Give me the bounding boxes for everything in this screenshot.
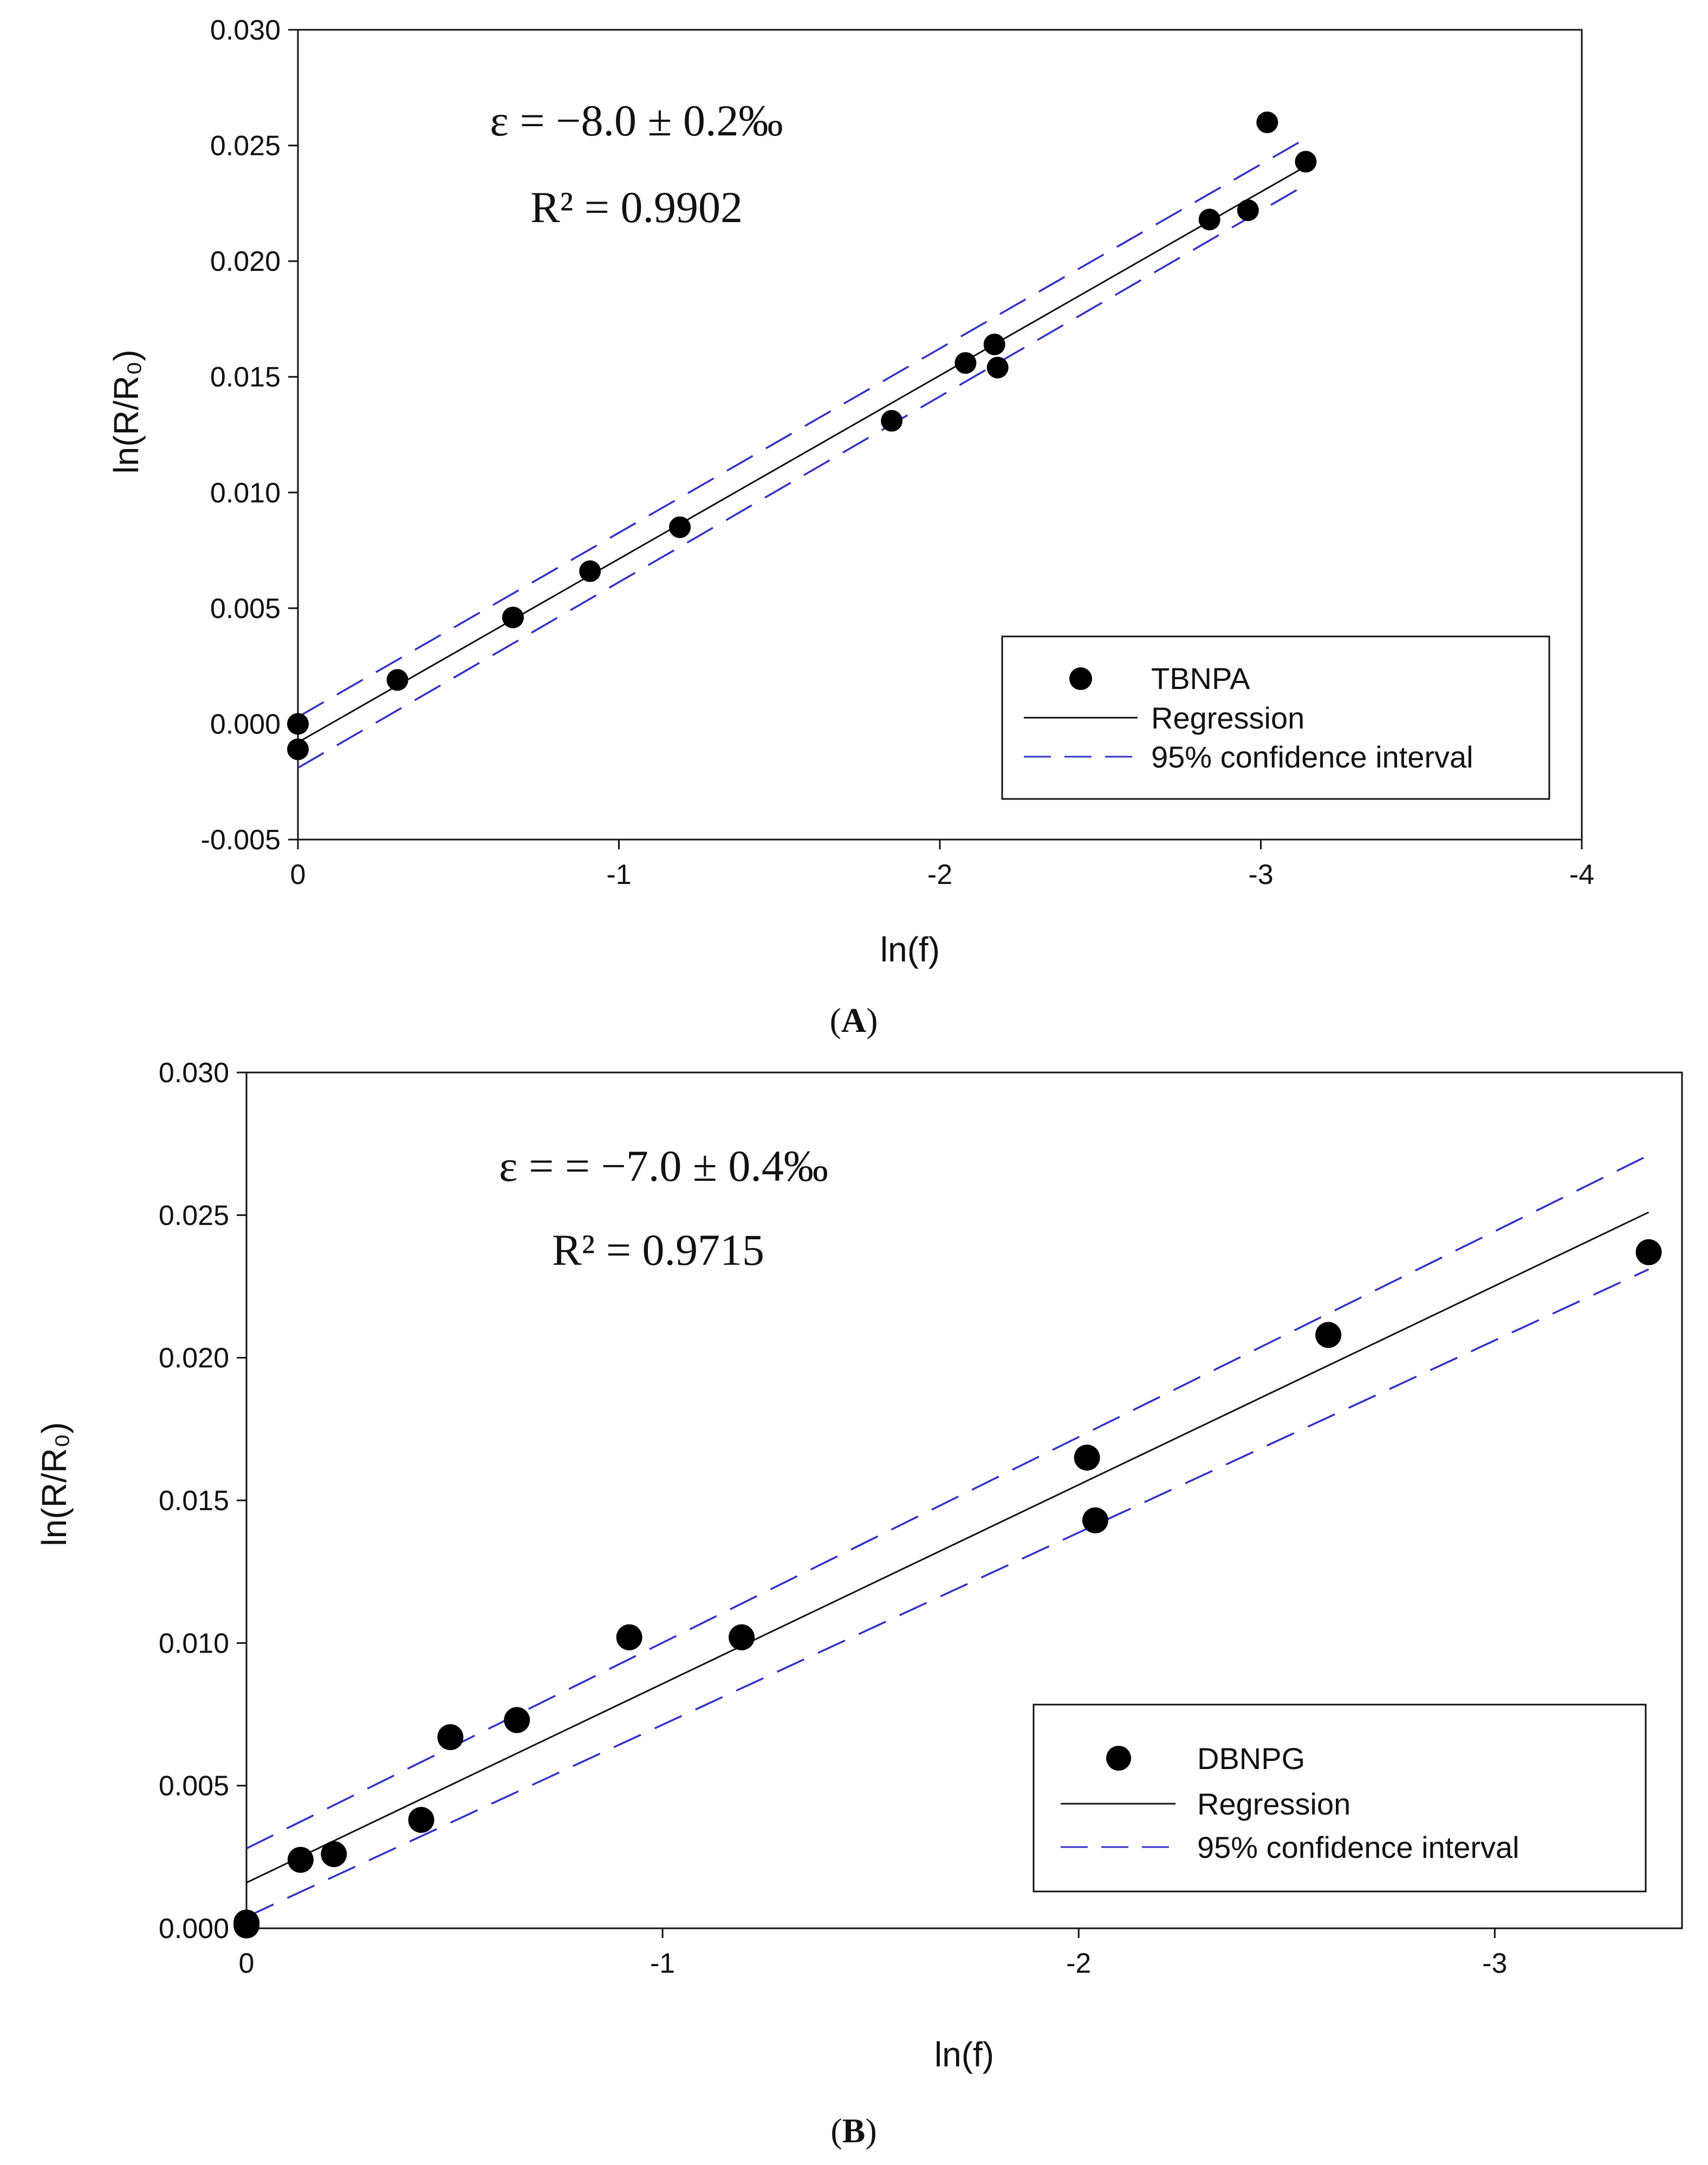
panel-b-ci-lines: [246, 1154, 1649, 1918]
panel-b-caption-letter: B: [842, 2111, 866, 2150]
panel-a-x-tick-label: -4: [1569, 859, 1594, 890]
panel-b-chart: 0.000 0.005 0.010 0.015 0.020 0.025 0.030 0 -1 -…: [35, 1057, 1683, 2074]
panel-b-y-tick-label: 0.020: [159, 1343, 229, 1374]
panel-b-y-axis-label: ln(R/R₀): [35, 1422, 74, 1546]
panel-a-x-tick-label: -1: [606, 859, 631, 890]
panel-a-data-point: [1256, 111, 1278, 133]
panel-b-ci-lower-line: [246, 1268, 1649, 1918]
panel-a-data-point: [983, 333, 1005, 355]
panel-a-ci-lines: [297, 138, 1307, 769]
panel-a-legend-regression: Regression: [1151, 701, 1304, 735]
panel-b-data-point: [233, 1912, 259, 1939]
panel-b-legend-series: DBNPG: [1197, 1741, 1305, 1776]
panel-b-data-point: [287, 1847, 314, 1873]
panel-b-y-tick-label: 0.015: [159, 1485, 229, 1517]
panel-a-y-ticks: -0.005 0.000 0.005 0.010 0.015 0.020 0.025 0.03…: [201, 15, 298, 856]
panel-a-y-tick-label: 0.020: [210, 246, 281, 277]
panel-b-data-point: [1074, 1445, 1100, 1471]
panel-a-y-tick-label: 0.010: [210, 477, 281, 509]
panel-a-legend-ci: 95% confidence interval: [1151, 740, 1473, 774]
panel-b-x-tick-label: -2: [1066, 1948, 1091, 1979]
panel-a-x-tick-label: -2: [927, 859, 952, 890]
panel-b-y-tick-label: 0.000: [159, 1913, 229, 1945]
panel-a-chart: -0.005 0.000 0.005 0.010 0.015 0.020 0.025 0.03…: [107, 15, 1594, 969]
panel-a-x-tick-label: 0: [290, 859, 306, 890]
panel-b-r2-annotation: R² = 0.9715: [552, 1225, 764, 1275]
panel-a-y-tick-label: -0.005: [201, 824, 281, 856]
panel-b-data-point: [504, 1707, 530, 1733]
panel-a-data-point: [579, 560, 601, 582]
panel-a-y-tick-label: 0.000: [210, 708, 281, 740]
panel-b-x-tick-label: -3: [1482, 1948, 1507, 1979]
panel-a-legend-marker-icon: [1069, 667, 1092, 690]
panel-a-y-tick-label: 0.015: [210, 362, 281, 393]
panel-a-data-point: [502, 606, 524, 628]
panel-a-data-point: [669, 516, 691, 538]
panel-b-regression: [246, 1211, 1649, 1884]
panel-b-y-tick-label: 0.005: [159, 1771, 229, 1802]
panel-a-data-point: [287, 713, 309, 735]
panel-b-data-point: [729, 1624, 755, 1650]
panel-a-y-tick-label: 0.005: [210, 593, 281, 625]
panel-a-x-axis-label: ln(f): [880, 930, 940, 969]
panel-a-y-axis-label: ln(R/R₀): [107, 349, 146, 473]
panel-a-regression-line: [297, 165, 1307, 743]
panel-b-x-ticks: 0 -1 -2 -3: [239, 1928, 1507, 1979]
panel-b-y-tick-label: 0.030: [159, 1057, 229, 1089]
panel-a-legend-series: TBNPA: [1151, 661, 1250, 695]
panel-b-data-point: [408, 1806, 434, 1833]
panel-a-points: [287, 111, 1317, 760]
panel-a-x-ticks: 0 -1 -2 -3 -4: [290, 840, 1594, 890]
panel-b-x-tick-label: -1: [650, 1948, 675, 1979]
panel-a-data-point: [954, 352, 977, 374]
panel-b-ci-upper-line: [246, 1154, 1649, 1850]
panel-b-caption: (B): [830, 2111, 876, 2150]
panel-b-legend: DBNPG Regression 95% confidence interval: [1032, 1704, 1647, 1893]
panel-b-legend-ci: 95% confidence interval: [1197, 1830, 1519, 1864]
panel-a-data-point: [287, 738, 309, 760]
panel-a-epsilon-annotation: ε = −8.0 ± 0.2‰: [490, 96, 783, 145]
panel-a-y-tick-label: 0.025: [210, 131, 281, 162]
panel-a-caption: (A): [830, 1001, 878, 1039]
panel-b-legend-marker-icon: [1106, 1746, 1131, 1771]
panel-b-regression-line: [246, 1211, 1649, 1884]
panel-b-data-point: [616, 1624, 642, 1650]
panel-a-data-point: [986, 356, 1009, 379]
panel-b-y-tick-label: 0.010: [159, 1628, 229, 1659]
panel-b-x-tick-label: 0: [239, 1948, 255, 1979]
panel-b-data-point: [1315, 1322, 1342, 1348]
panel-b-data-point: [1082, 1507, 1108, 1533]
panel-a-ci-lower-line: [297, 184, 1307, 769]
panel-b-data-point: [1635, 1239, 1662, 1265]
panel-a-r2-annotation: R² = 0.9902: [530, 183, 743, 232]
panel-b-legend-box: [1032, 1704, 1647, 1893]
panel-b-data-point: [321, 1841, 347, 1868]
panel-a-y-tick-label: 0.030: [210, 15, 281, 46]
panel-a-data-point: [1237, 199, 1259, 222]
panel-b-data-point: [437, 1724, 464, 1751]
panel-b-epsilon-annotation: ε = = −7.0 ± 0.4‰: [499, 1141, 828, 1191]
panel-a-caption-letter: A: [841, 1001, 866, 1039]
panel-a-ci-upper-line: [297, 138, 1307, 718]
panel-a-data-point: [881, 409, 903, 432]
panel-b-points: [233, 1239, 1662, 1939]
panel-a-x-tick-label: -3: [1248, 859, 1273, 890]
panel-b-y-tick-label: 0.025: [159, 1200, 229, 1231]
panel-a-data-point: [386, 669, 408, 691]
panel-b-x-axis-label: ln(f): [934, 2035, 994, 2074]
panel-a-legend: TBNPA Regression 95% confidence interval: [1001, 635, 1550, 800]
panel-b-legend-regression: Regression: [1197, 1787, 1350, 1821]
panel-a-data-point: [1198, 209, 1220, 231]
panel-a-regression: [297, 165, 1307, 743]
panel-a-data-point: [1295, 151, 1317, 173]
panel-b-y-ticks: 0.000 0.005 0.010 0.015 0.020 0.025 0.030: [159, 1057, 246, 1945]
